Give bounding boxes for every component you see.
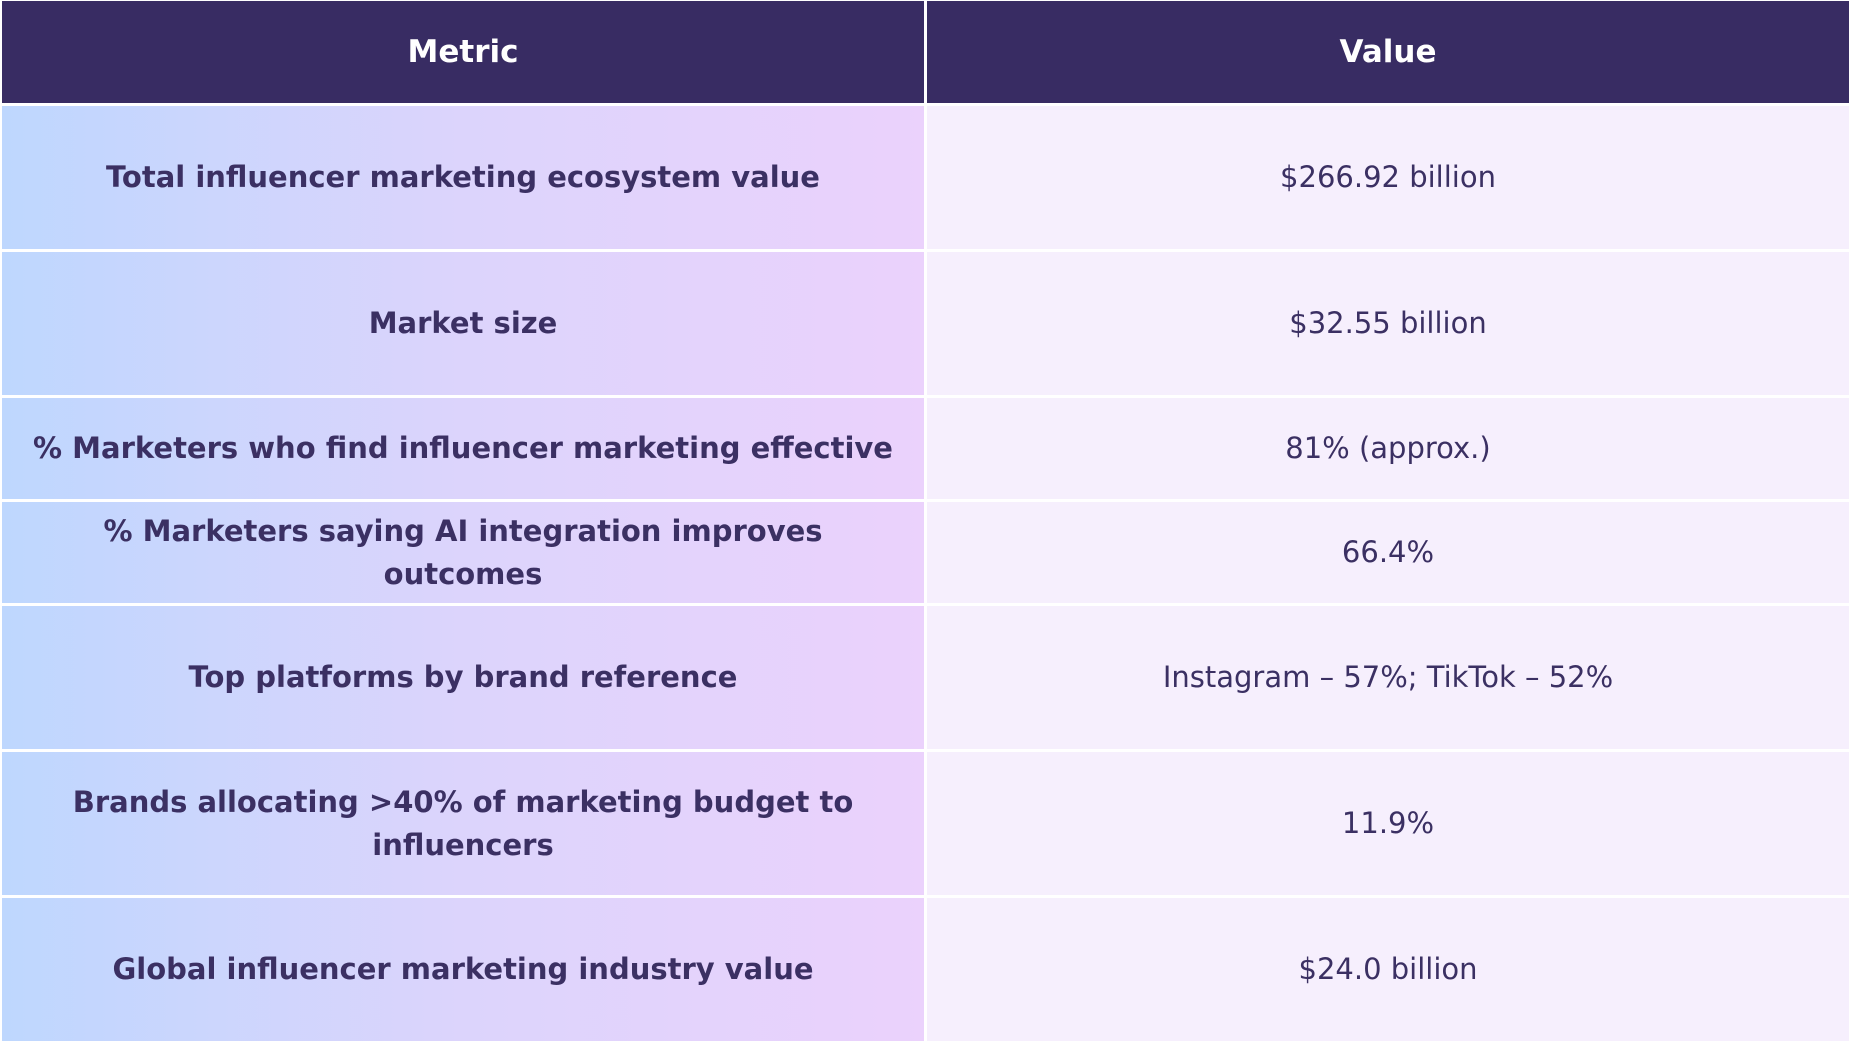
value-cell: 81% (approx.): [927, 398, 1849, 499]
value-cell: $266.92 billion: [927, 106, 1849, 249]
value-cell: Instagram – 57%; TikTok – 52%: [927, 606, 1849, 749]
value-cell: $32.55 billion: [927, 252, 1849, 395]
metric-cell: % Marketers who find influencer marketin…: [2, 398, 924, 499]
metric-cell: Total influencer marketing ecosystem val…: [2, 106, 924, 249]
metric-cell: Brands allocating >40% of marketing budg…: [2, 752, 924, 895]
metric-cell: Global influencer marketing industry val…: [2, 898, 924, 1041]
metric-cell: % Marketers saying AI integration improv…: [2, 502, 924, 603]
column-header: Metric: [2, 1, 924, 103]
value-cell: $24.0 billion: [927, 898, 1849, 1041]
metric-cell: Market size: [2, 252, 924, 395]
value-cell: 11.9%: [927, 752, 1849, 895]
column-header: Value: [927, 1, 1849, 103]
metric-cell: Top platforms by brand reference: [2, 606, 924, 749]
value-cell: 66.4%: [927, 502, 1849, 603]
